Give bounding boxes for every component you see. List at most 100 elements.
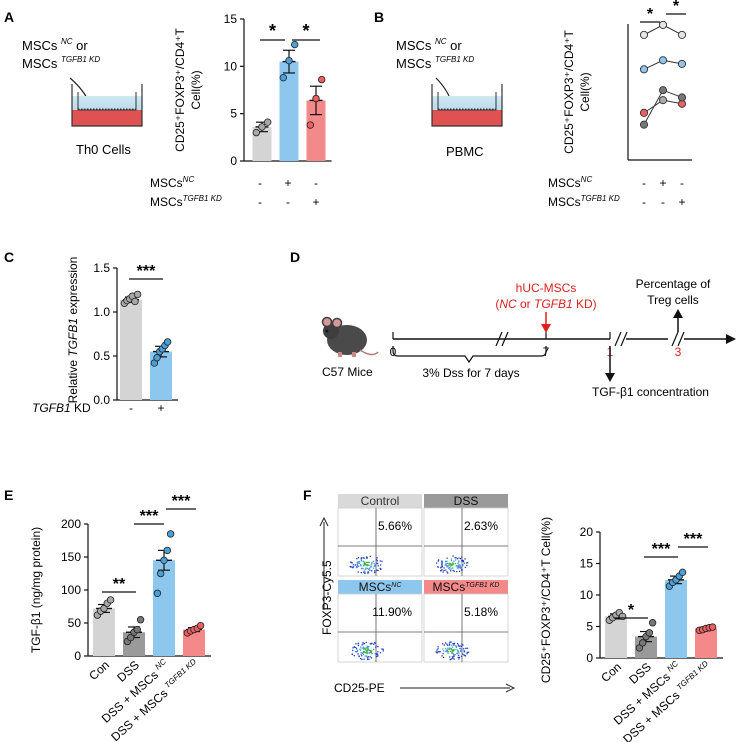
flow-event [448,566,450,569]
flow-event [449,566,452,568]
panel-letter-c: C [4,249,14,265]
flow-event [369,555,371,557]
flow-event [458,557,460,559]
flow-event [439,650,441,653]
flow-event [460,560,463,562]
flow-event [379,564,382,566]
flow-event [353,655,356,657]
flow-event [356,649,359,651]
flow-event [380,568,382,571]
data-point [658,20,668,29]
flow-event [369,566,372,568]
flow-event [364,572,366,575]
panel-letter-a: A [4,9,14,25]
data-point [658,56,668,65]
flow-event [367,571,369,573]
flow-event [370,651,372,654]
flow-event [448,643,451,645]
flow-event [460,655,463,658]
flow-event [355,646,357,649]
data-point [133,290,142,299]
data-point [639,108,649,117]
flow-event [455,565,458,567]
flow-event [377,562,379,565]
data-point [136,616,145,624]
flow-event [375,559,378,561]
panel-letter-e: E [4,487,13,503]
flow-event [450,564,453,566]
bar [306,100,326,161]
flow-event [451,649,453,651]
data-point [252,128,260,137]
flow-event [455,557,457,559]
flow-event [370,566,373,568]
flow-event [366,567,369,570]
flow-event [370,564,372,566]
flow-event [365,641,367,644]
flow-event [445,647,447,650]
flow-event [446,649,448,651]
flow-event [362,643,364,645]
series-line [643,89,683,125]
flow-event [450,641,452,643]
flow-event [352,566,355,568]
flow-event [365,567,367,569]
flow-event [364,648,366,650]
flow-event [447,652,449,654]
flow-event [365,564,367,566]
flow-event [443,644,445,646]
flow-event [451,656,454,658]
flow-event [460,649,462,651]
y-tick-label: 0.0 [93,393,110,407]
data-point [658,86,668,95]
chart-b: CD25⁺FOXP3⁺/CD4⁺T Cell(%) * * [562,0,692,161]
svg-text:+: + [312,195,319,209]
flow-event [366,556,368,558]
bar [150,351,172,400]
flow-event [361,644,363,646]
flow-event [356,565,359,567]
flow-event [452,567,454,569]
y-tick-label: 0 [74,649,81,663]
flow-plot-area [423,593,509,663]
flow-event [359,649,362,651]
flow-event [447,650,449,653]
flow-event [366,657,369,659]
flow-event [459,650,462,652]
y-axis-label: CD25⁺FOXP3⁺/CD4⁺T [562,29,576,153]
y-axis-label: TGF-β1 (ng/mg protein) [29,527,43,653]
flow-event [368,567,371,569]
flow-event [435,651,437,653]
flow-plot-header [338,494,422,508]
flow-event [367,568,370,570]
flow-plot-header [424,580,508,594]
panel-a-condition-rows: MSCsNC MSCsTGFB1 KD - + - - - + [150,175,320,209]
flow-event [463,648,465,650]
flow-event [441,566,443,568]
flow-event [363,648,365,650]
flow-event [463,650,465,652]
flow-event [364,563,367,566]
flow-event [453,654,455,657]
flow-event [443,569,445,572]
flow-event [442,648,444,650]
svg-text:MSCs TGFB1 KD: MSCs TGFB1 KD [396,55,474,71]
flow-event [458,652,460,654]
flow-event [369,649,372,652]
flow-event [365,651,368,653]
flow-event [458,654,460,656]
flow-event [366,564,369,566]
mouse-icon [321,316,379,357]
flow-event [466,564,468,567]
flow-event [457,562,459,564]
data-point [279,73,287,82]
flow-event [461,559,464,561]
flow-event [456,645,458,647]
svg-text:MSCsNC: MSCsNC [150,175,194,190]
flow-y-label: FOXP3-Cy5.5 [320,560,334,635]
chart-a: 0 5 10 15 CD25⁺FOXP3⁺/CD4⁺T Cell(%) * * [173,12,332,168]
flow-event [441,563,443,565]
svg-text:MSCs TGFB1 KD: MSCs TGFB1 KD [22,55,100,71]
significance-label: * [647,6,654,23]
